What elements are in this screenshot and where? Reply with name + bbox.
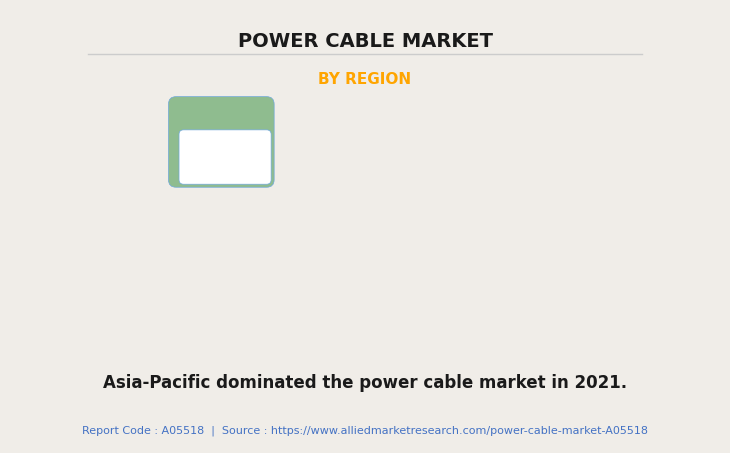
Text: Asia-Pacific dominated the power cable market in 2021.: Asia-Pacific dominated the power cable m…	[103, 374, 627, 392]
Text: BY REGION: BY REGION	[318, 72, 412, 87]
Text: POWER CABLE MARKET: POWER CABLE MARKET	[237, 32, 493, 51]
Text: Report Code : A05518  |  Source : https://www.alliedmarketresearch.com/power-cab: Report Code : A05518 | Source : https://…	[82, 426, 648, 436]
FancyBboxPatch shape	[179, 130, 271, 184]
FancyBboxPatch shape	[169, 96, 274, 187]
